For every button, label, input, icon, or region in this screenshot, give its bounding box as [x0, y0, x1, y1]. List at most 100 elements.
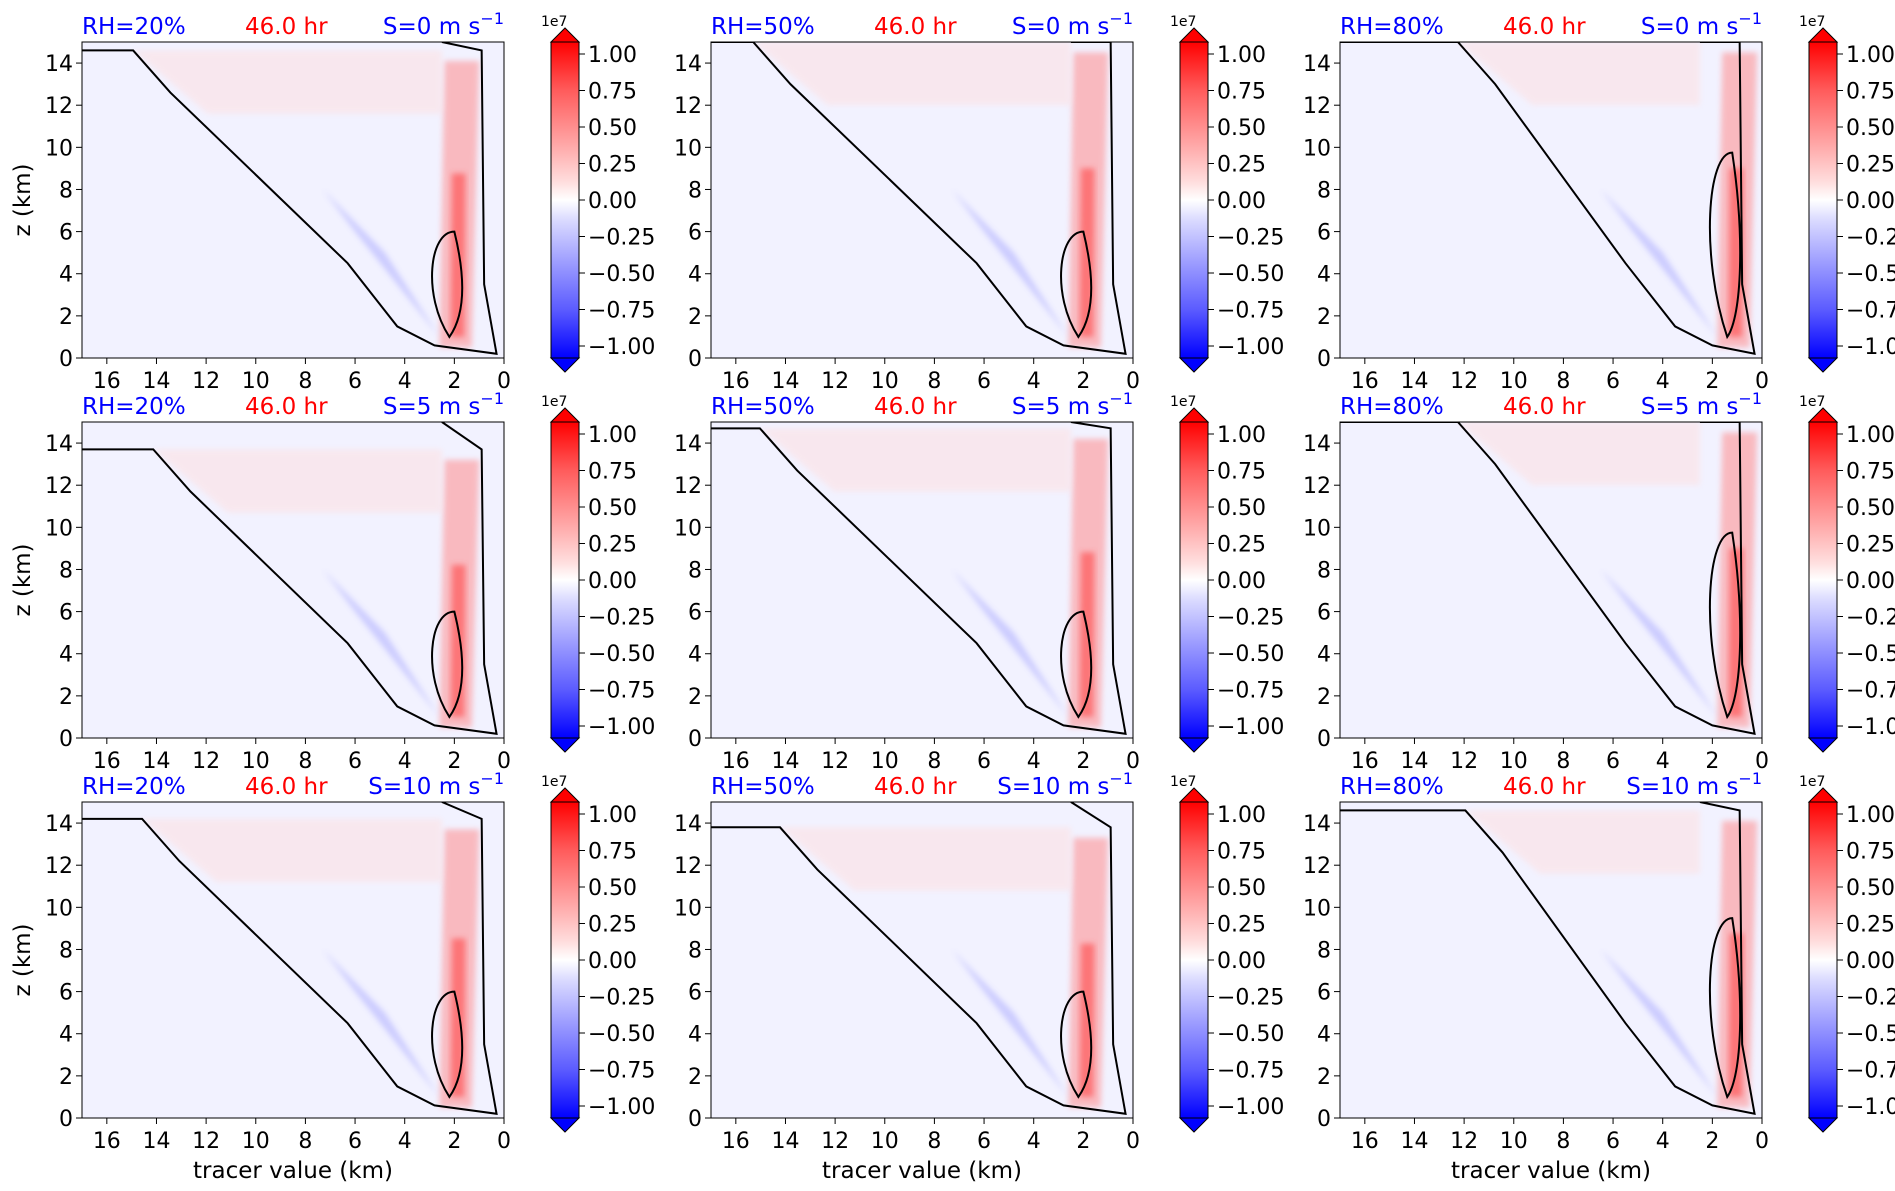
y-tick-label: 14 [1303, 52, 1331, 77]
x-tick-label: 6 [348, 369, 362, 394]
subplot: 0 2 4 6 8 10 12 14 16 14 12 10 8 6 4 2 0 RH=20% 46.0 hr S=5… [10, 389, 655, 774]
y-tick-label: 10 [674, 896, 702, 921]
panel-shear-label: S=10 m s−1 [1626, 769, 1762, 800]
y-tick-label: 6 [59, 981, 73, 1006]
panel-shear-label: S=5 m s−1 [1012, 389, 1133, 420]
colorbar-tick-label: 0.75 [588, 80, 637, 105]
colorbar-tick-label: −0.50 [1846, 642, 1895, 667]
x-tick-label: 6 [977, 749, 991, 774]
colorbar-tick-label: 0.25 [1217, 153, 1266, 178]
colorbar-tick-label: 0.25 [1846, 153, 1895, 178]
y-axis-label: z (km) [10, 163, 36, 236]
x-tick-label: 0 [1755, 749, 1769, 774]
y-tick-label: 12 [674, 94, 702, 119]
colorbar-extend-max [1807, 787, 1839, 803]
updraft-contour [1708, 531, 1742, 720]
flank-negative-anomaly [322, 189, 440, 337]
colorbar-tick-label: −0.25 [1846, 986, 1895, 1011]
x-tick-label: 12 [1450, 749, 1478, 774]
x-tick-label: 16 [722, 1129, 750, 1154]
y-tick-label: 6 [59, 601, 73, 626]
x-tick-label: 14 [1400, 1129, 1428, 1154]
colorbar-tick-label: 1.00 [588, 43, 637, 68]
y-tick-label: 10 [45, 136, 73, 161]
colorbar [1179, 41, 1209, 359]
y-tick-label: 10 [1303, 136, 1331, 161]
y-tick-label: 14 [45, 52, 73, 77]
updraft-core-anomaly [1079, 552, 1095, 717]
panel-time-label: 46.0 hr [874, 394, 957, 420]
x-tick-label: 8 [927, 749, 941, 774]
panel-time-label: 46.0 hr [1503, 14, 1586, 40]
colorbar-extend-min [1807, 737, 1839, 753]
colorbar-tick-label: 0.00 [588, 569, 637, 594]
x-tick-label: 14 [142, 1129, 170, 1154]
y-tick-label: 10 [1303, 896, 1331, 921]
x-axis-label: tracer value (km) [193, 1158, 393, 1184]
y-tick-label: 2 [688, 305, 702, 330]
panel-rh-label: RH=50% [711, 394, 815, 420]
colorbar-tick-label: 0.00 [1217, 949, 1266, 974]
updraft-contour [431, 610, 464, 719]
colorbar-extend-min [1178, 1117, 1210, 1133]
y-tick-label: 10 [1303, 516, 1331, 541]
colorbar-tick-label: 0.00 [588, 189, 637, 214]
y-tick-label: 10 [45, 516, 73, 541]
updraft-core-anomaly [1079, 943, 1095, 1097]
colorbar-extend-max [1807, 407, 1839, 423]
anvil-anomaly [759, 428, 1071, 492]
panel-rh-label: RH=80% [1340, 774, 1444, 800]
y-tick-label: 4 [688, 643, 702, 668]
x-tick-label: 4 [398, 749, 412, 774]
y-tick-label: 0 [59, 727, 73, 752]
anvil-anomaly [153, 449, 442, 513]
y-tick-label: 6 [688, 981, 702, 1006]
x-tick-label: 0 [1126, 1129, 1140, 1154]
colorbar-extend-min [1178, 357, 1210, 373]
panel-time-label: 46.0 hr [245, 774, 328, 800]
subplot: 0 2 4 6 8 10 12 14 16 14 12 10 8 6 4 2 0 RH=20% 46.0 hr S=1… [10, 769, 655, 1184]
plot-frame [81, 41, 505, 359]
colorbar-tick-label: −0.50 [1846, 1022, 1895, 1047]
flank-negative-anomaly [951, 569, 1069, 717]
plot-content [1340, 422, 1758, 736]
colorbar-tick-label: −0.50 [588, 262, 655, 287]
colorbar-exponent: 1e7 [1799, 774, 1825, 790]
y-tick-label: 2 [688, 1065, 702, 1090]
anvil-anomaly [780, 827, 1071, 891]
x-tick-label: 4 [398, 369, 412, 394]
colorbar-tick-label: 0.50 [588, 496, 637, 521]
x-tick-label: 4 [1656, 749, 1670, 774]
x-tick-label: 0 [1126, 369, 1140, 394]
colorbar-tick-label: −0.50 [1217, 1022, 1284, 1047]
y-tick-label: 0 [1317, 347, 1331, 372]
x-tick-label: 14 [771, 369, 799, 394]
cloud-envelope-contour [711, 802, 1127, 1115]
x-tick-label: 8 [298, 749, 312, 774]
colorbar-tick-label: −0.50 [1217, 642, 1284, 667]
updraft-contour [1060, 610, 1093, 719]
colorbar [550, 801, 580, 1119]
subplot: 0 2 4 6 8 10 12 14 16 14 12 10 8 6 4 2 0 RH=50% 46.0 hr S=5… [674, 389, 1284, 774]
updraft-core-anomaly [450, 938, 466, 1097]
x-tick-label: 8 [1556, 749, 1570, 774]
x-tick-label: 10 [871, 1129, 899, 1154]
y-tick-label: 6 [1317, 981, 1331, 1006]
y-tick-label: 2 [1317, 1065, 1331, 1090]
colorbar-extend-max [1807, 27, 1839, 43]
x-tick-label: 2 [1076, 369, 1090, 394]
colorbar-tick-label: −1.00 [588, 335, 655, 360]
x-tick-label: 2 [447, 369, 461, 394]
x-axis-label: tracer value (km) [1451, 1158, 1651, 1184]
subplot: 0 2 4 6 8 10 12 14 16 14 12 10 8 6 4 2 0 RH=50% 46.0 hr S=0… [674, 9, 1284, 394]
colorbar-extend-min [549, 1117, 581, 1133]
x-tick-label: 4 [1027, 749, 1041, 774]
colorbar [550, 41, 580, 359]
colorbar-tick-label: −0.75 [1217, 299, 1284, 324]
panel-rh-label: RH=80% [1340, 394, 1444, 420]
y-tick-label: 2 [59, 305, 73, 330]
panel-shear-label: S=5 m s−1 [1641, 389, 1762, 420]
cloud-envelope-contour [711, 422, 1127, 735]
y-tick-label: 14 [1303, 432, 1331, 457]
colorbar-exponent: 1e7 [1170, 394, 1196, 410]
